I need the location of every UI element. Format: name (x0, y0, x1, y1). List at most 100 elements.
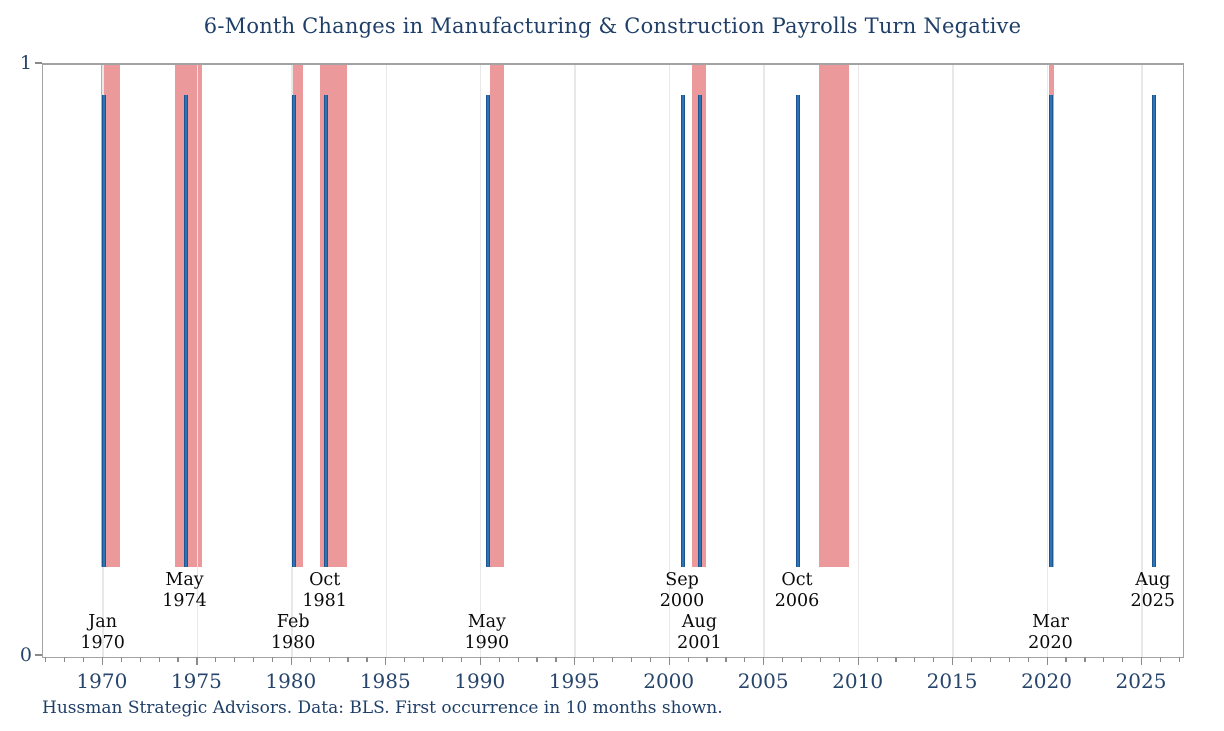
event-date-label: Oct 2006 (742, 570, 852, 612)
event-month-text: May (165, 570, 204, 590)
x-axis-tick (725, 657, 727, 662)
gridline (668, 65, 671, 657)
gridline (385, 65, 388, 657)
x-axis-tick (1103, 657, 1105, 662)
event-date-label: May 1990 (432, 612, 542, 654)
x-axis-tick (120, 657, 122, 662)
event-date-label: May 1974 (130, 570, 240, 612)
event-date-label: Aug 2025 (1098, 570, 1208, 612)
event-date-label: Jan 1970 (48, 612, 158, 654)
event-year-text: 1980 (270, 633, 316, 653)
event-month-text: Sep (665, 570, 699, 590)
event-date-label: Aug 2001 (644, 612, 754, 654)
y-axis-tick-label: 1 (19, 52, 32, 74)
event-line (323, 95, 328, 567)
recession-band (101, 65, 121, 568)
x-axis-tick (158, 657, 160, 662)
x-axis-tick-label: 1995 (548, 669, 600, 693)
x-axis-tick (82, 657, 85, 662)
x-axis-tick (177, 657, 179, 662)
event-month-text: May (467, 612, 506, 632)
x-axis-tick (536, 657, 538, 662)
event-line (681, 95, 686, 567)
x-axis-tick (630, 657, 633, 662)
x-axis-tick (1065, 657, 1067, 662)
event-year-text: 1970 (80, 633, 125, 653)
x-axis-tick (706, 657, 708, 662)
recession-band (291, 65, 303, 568)
x-axis-tick (612, 657, 614, 662)
recession-band (490, 65, 505, 568)
event-date-label: Sep 2000 (627, 570, 737, 612)
x-axis-tick (479, 657, 481, 665)
x-axis-tick (1122, 657, 1124, 662)
x-axis-tick (385, 657, 387, 665)
x-axis-tick-label: 2010 (832, 669, 884, 693)
x-axis-tick-label: 2025 (1115, 669, 1167, 693)
event-line (485, 95, 490, 567)
x-axis-tick (952, 657, 954, 665)
event-line (292, 95, 297, 567)
x-axis-tick (782, 657, 784, 662)
x-axis-tick (1178, 657, 1180, 662)
y-axis-tick (35, 654, 42, 656)
gridline (952, 65, 954, 657)
event-line (101, 95, 106, 567)
x-axis-tick (498, 657, 500, 662)
x-axis-tick (196, 657, 198, 665)
x-axis-tick-label: 1985 (359, 669, 411, 693)
x-axis-tick (1084, 657, 1086, 662)
x-axis-tick (800, 657, 803, 662)
event-month-text: Feb (276, 612, 310, 632)
event-line (795, 95, 800, 567)
event-lines-layer (43, 65, 1183, 657)
event-line (1049, 95, 1054, 567)
x-axis-tick-label: 2015 (926, 669, 978, 693)
x-axis-tick (1046, 657, 1048, 665)
x-axis-tick (744, 657, 746, 662)
gridline (857, 65, 860, 657)
y-axis-tick (35, 62, 42, 64)
x-axis-tick (989, 657, 992, 662)
event-month-text: Oct (781, 570, 813, 590)
x-axis-tick-label: 2000 (643, 669, 695, 693)
event-date-label: Mar 2020 (995, 612, 1105, 654)
x-axis-tick (404, 657, 406, 662)
x-axis-tick (328, 657, 330, 662)
event-month-text: Oct (309, 570, 341, 590)
event-month-text: Mar (1032, 612, 1069, 632)
x-axis-tick-label: 2005 (737, 669, 789, 693)
gridline (763, 65, 765, 657)
x-axis-tick (649, 657, 651, 662)
event-year-text: 2025 (1130, 591, 1176, 611)
x-axis-tick (234, 657, 236, 662)
gridline (1046, 65, 1049, 657)
x-axis-tick (64, 657, 66, 662)
event-year-text: 2006 (774, 591, 820, 611)
x-axis-tick (763, 657, 765, 665)
x-axis-tick (857, 657, 859, 665)
gridline (196, 65, 199, 657)
event-year-text: 1974 (162, 591, 207, 611)
x-axis-tick (1159, 657, 1162, 662)
x-axis-tick-label: 1990 (454, 669, 506, 693)
x-axis-tick-label: 1970 (76, 669, 128, 693)
x-axis-tick (253, 657, 255, 662)
x-axis-tick-label: 1980 (265, 669, 317, 693)
plot-area (42, 63, 1184, 658)
x-axis-tick (517, 657, 519, 662)
x-axis-tick (423, 657, 425, 662)
x-axis-tick (838, 657, 840, 662)
event-line (698, 95, 703, 567)
event-line (183, 95, 188, 567)
gridline (479, 65, 482, 657)
x-axis-tick (139, 657, 141, 662)
x-axis-tick (1141, 657, 1143, 665)
x-axis-tick (668, 657, 670, 665)
recession-band (819, 65, 850, 568)
x-axis-tick (876, 657, 878, 662)
source-note: Hussman Strategic Advisors. Data: BLS. F… (42, 698, 723, 718)
x-axis-tick (593, 657, 595, 662)
event-year-text: 2020 (1028, 633, 1073, 653)
